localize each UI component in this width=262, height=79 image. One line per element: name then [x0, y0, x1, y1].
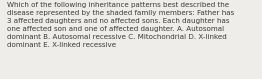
Text: Which of the following inheritance patterns best described the
disease represent: Which of the following inheritance patte…	[7, 2, 234, 48]
